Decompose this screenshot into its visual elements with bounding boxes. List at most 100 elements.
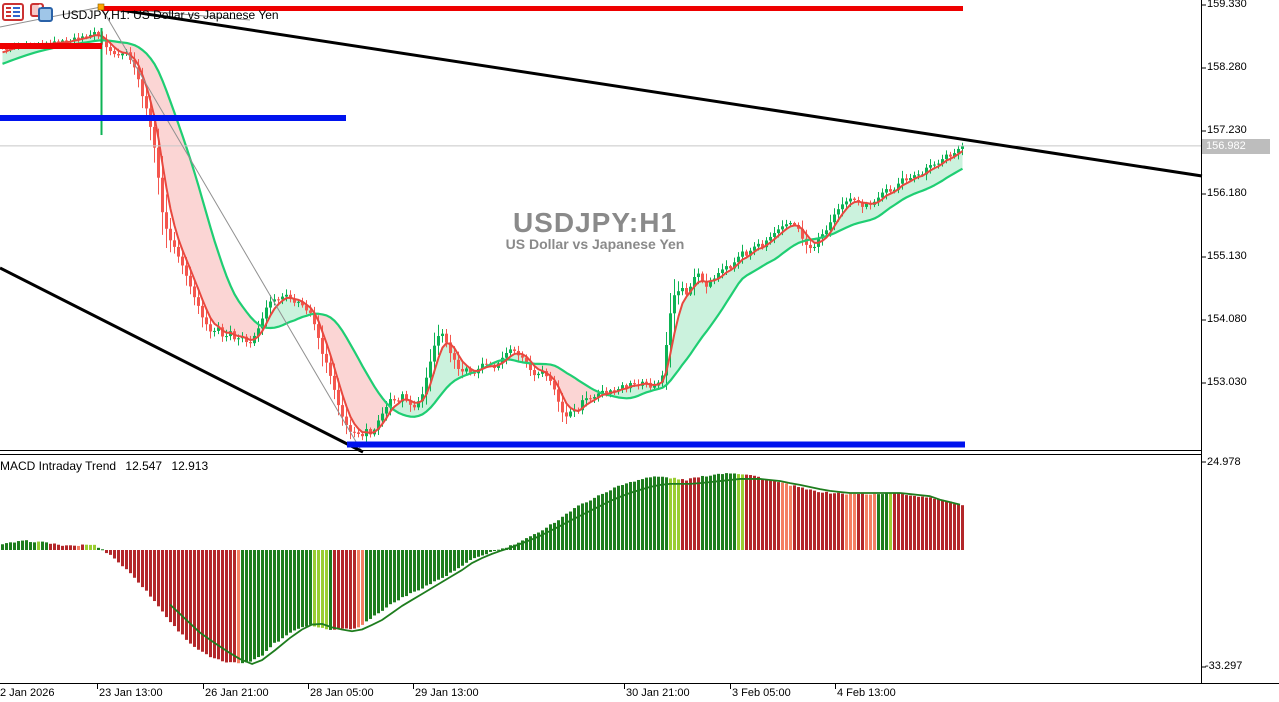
candle-body xyxy=(265,307,268,319)
macd-signal-line xyxy=(169,478,961,665)
candle-body xyxy=(889,189,892,192)
macd-bar xyxy=(213,550,216,659)
macd-bar xyxy=(25,540,28,550)
macd-bar xyxy=(229,550,232,663)
candle-body xyxy=(825,230,828,235)
candle-body xyxy=(737,256,740,263)
macd-bar xyxy=(105,550,108,554)
macd-bar xyxy=(709,475,712,550)
macd-bar xyxy=(877,494,880,550)
macd-bar xyxy=(785,483,788,550)
macd-bar xyxy=(733,473,736,550)
macd-bar xyxy=(817,492,820,550)
candle-body xyxy=(729,266,732,269)
macd-bar xyxy=(425,550,428,586)
macd-bar xyxy=(793,485,796,550)
candle-body xyxy=(777,229,780,234)
support-left-black xyxy=(0,266,364,454)
macd-bar xyxy=(253,550,256,660)
macd-bar xyxy=(21,540,24,550)
macd-bar xyxy=(501,548,504,550)
candle-body xyxy=(829,222,832,231)
candle-body xyxy=(757,243,760,247)
candle-body xyxy=(653,385,656,388)
macd-bar xyxy=(913,495,916,550)
macd-bar xyxy=(797,487,800,550)
macd-bar xyxy=(917,496,920,550)
macd-bar xyxy=(833,493,836,550)
candle-body xyxy=(413,404,416,408)
candle-body xyxy=(165,212,168,229)
candle-body xyxy=(621,385,624,390)
macd-bar xyxy=(189,550,192,644)
macd-bar xyxy=(725,473,728,550)
fan-steep-gray xyxy=(100,6,363,453)
macd-bar xyxy=(185,550,188,640)
macd-bar xyxy=(33,542,36,550)
candle-body xyxy=(117,54,120,56)
macd-bar xyxy=(269,550,272,648)
candle-body xyxy=(953,153,956,157)
candle-body xyxy=(801,228,804,239)
macd-bar xyxy=(121,550,124,567)
macd-bar xyxy=(577,505,580,550)
candle-body xyxy=(741,251,744,257)
macd-bar xyxy=(73,545,76,550)
candle-body xyxy=(105,40,108,48)
macd-bar xyxy=(157,550,160,607)
candle-body xyxy=(525,357,528,363)
chart-windows-icon[interactable] xyxy=(30,2,54,27)
price-axis-label: 153.030 xyxy=(1207,376,1247,388)
candle-body xyxy=(733,262,736,269)
macd-bar xyxy=(901,494,904,550)
macd-bar xyxy=(433,550,436,582)
candle-body xyxy=(701,273,704,282)
candle-body xyxy=(397,400,400,402)
macd-bar xyxy=(345,550,348,629)
macd-bar xyxy=(449,550,452,573)
candle-body xyxy=(273,299,276,302)
macd-bar xyxy=(613,487,616,550)
candle-body xyxy=(917,174,920,176)
macd-bar xyxy=(517,542,520,550)
macd-bar xyxy=(325,550,328,630)
macd-bar xyxy=(209,550,212,658)
macd-bar xyxy=(749,475,752,550)
candle-body xyxy=(297,301,300,303)
macd-bar xyxy=(533,534,536,550)
macd-bar xyxy=(153,550,156,602)
candle-body xyxy=(189,275,192,287)
macd-bar xyxy=(841,493,844,550)
macd-bar xyxy=(925,497,928,550)
macd-bar xyxy=(465,550,468,563)
macd-bar xyxy=(149,550,152,597)
candle-body xyxy=(605,390,608,395)
candle-body xyxy=(677,291,680,296)
candle-body xyxy=(473,372,476,374)
candle-body xyxy=(141,79,144,97)
macd-bar xyxy=(413,550,416,592)
macd-bar xyxy=(409,550,412,594)
candle-body xyxy=(209,324,212,332)
candle-body xyxy=(449,342,452,354)
candle-body xyxy=(261,318,264,329)
macd-bar xyxy=(89,544,92,550)
macd-bar xyxy=(813,490,816,550)
macd-bar xyxy=(881,494,884,550)
macd-bar xyxy=(297,550,300,629)
macd-bar xyxy=(545,527,548,550)
time-axis-label: 3 Feb 05:00 xyxy=(732,687,791,699)
candle-body xyxy=(169,228,172,241)
candle-body xyxy=(485,363,488,365)
candle-body xyxy=(945,154,948,160)
candle-body xyxy=(353,431,356,433)
quotes-grid-icon[interactable] xyxy=(2,2,24,27)
macd-bar xyxy=(277,550,280,642)
candle-body xyxy=(177,246,180,257)
candle-body xyxy=(437,336,440,346)
candle-body xyxy=(285,294,288,297)
candle-body xyxy=(709,280,712,287)
macd-bar xyxy=(801,487,804,550)
candle-body xyxy=(97,32,100,37)
